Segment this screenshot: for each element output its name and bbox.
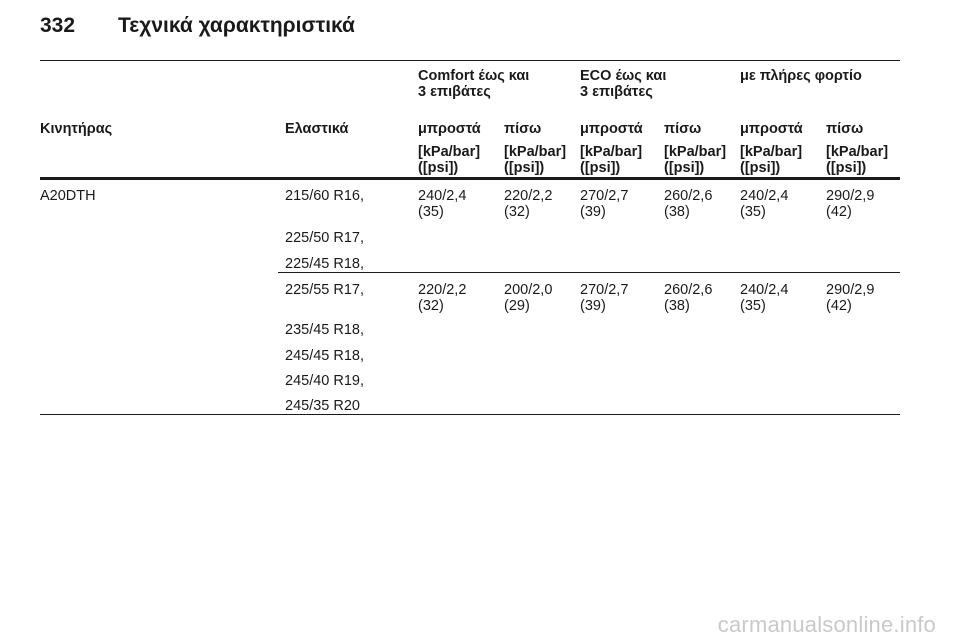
unit-line: [kPa/bar] — [826, 144, 889, 160]
page-number: 332 — [40, 14, 76, 37]
tyre-size: 245/45 R18, — [285, 348, 365, 364]
pressure-psi: (39) — [580, 298, 606, 314]
header-rule — [40, 177, 900, 180]
unit-line: ([psi]) — [664, 160, 705, 176]
column-header-engine: Κινητήρας — [40, 121, 113, 137]
pressure-value: 240/2,4 — [418, 188, 467, 204]
pressure-value: 220/2,2 — [504, 188, 553, 204]
pressure-psi: (42) — [826, 298, 852, 314]
column-header-rear: πίσω — [504, 121, 542, 137]
unit-line: [kPa/bar] — [418, 144, 481, 160]
pressure-value: 220/2,2 — [418, 282, 467, 298]
tyre-size: 235/45 R18, — [285, 322, 365, 338]
pressure-value: 260/2,6 — [664, 282, 713, 298]
page-title: Τεχνικά χαρακτηριστικά — [118, 14, 355, 37]
column-header-front: μπροστά — [740, 121, 803, 137]
tyre-size: 245/35 R20 — [285, 398, 360, 414]
column-header-tyres: Ελαστικά — [285, 121, 349, 137]
group-header-line: ECO έως και — [580, 68, 667, 84]
unit-line: ([psi]) — [504, 160, 545, 176]
pressure-value: 200/2,0 — [504, 282, 553, 298]
pressure-psi: (35) — [418, 204, 444, 220]
pressure-psi: (35) — [740, 298, 766, 314]
pressure-psi: (39) — [580, 204, 606, 220]
tyre-size: 225/55 R17, — [285, 282, 365, 298]
column-header-rear: πίσω — [826, 121, 864, 137]
pressure-psi: (38) — [664, 298, 690, 314]
pressure-value: 240/2,4 — [740, 188, 789, 204]
pressure-value: 260/2,6 — [664, 188, 713, 204]
column-header-front: μπροστά — [580, 121, 643, 137]
tyre-size: 215/60 R16, — [285, 188, 365, 204]
unit-line: ([psi]) — [740, 160, 781, 176]
unit-line: [kPa/bar] — [580, 144, 643, 160]
row-rule — [278, 272, 900, 273]
group-header-line: 3 επιβάτες — [580, 84, 653, 100]
pressure-psi: (38) — [664, 204, 690, 220]
bottom-rule — [40, 414, 900, 415]
unit-line: ([psi]) — [826, 160, 867, 176]
unit-line: ([psi]) — [418, 160, 459, 176]
pressure-psi: (42) — [826, 204, 852, 220]
pressure-value: 270/2,7 — [580, 188, 629, 204]
unit-line: [kPa/bar] — [740, 144, 803, 160]
group-header-line: Comfort έως και — [418, 68, 530, 84]
pressure-value: 290/2,9 — [826, 282, 875, 298]
pressure-value: 240/2,4 — [740, 282, 789, 298]
tyre-size: 225/45 R18, — [285, 256, 365, 272]
group-header-line: με πλήρες φορτίο — [740, 68, 862, 84]
unit-line: ([psi]) — [580, 160, 621, 176]
tyre-size: 245/40 R19, — [285, 373, 365, 389]
column-header-front: μπροστά — [418, 121, 481, 137]
engine-cell: A20DTH — [40, 188, 96, 204]
watermark: carmanualsonline.info — [717, 612, 936, 637]
pressure-value: 290/2,9 — [826, 188, 875, 204]
unit-line: [kPa/bar] — [664, 144, 727, 160]
pressure-psi: (29) — [504, 298, 530, 314]
pressure-value: 270/2,7 — [580, 282, 629, 298]
top-rule — [40, 60, 900, 61]
unit-line: [kPa/bar] — [504, 144, 567, 160]
pressure-psi: (35) — [740, 204, 766, 220]
tyre-size: 225/50 R17, — [285, 230, 365, 246]
pressure-psi: (32) — [504, 204, 530, 220]
pressure-psi: (32) — [418, 298, 444, 314]
group-header-line: 3 επιβάτες — [418, 84, 491, 100]
column-header-rear: πίσω — [664, 121, 702, 137]
